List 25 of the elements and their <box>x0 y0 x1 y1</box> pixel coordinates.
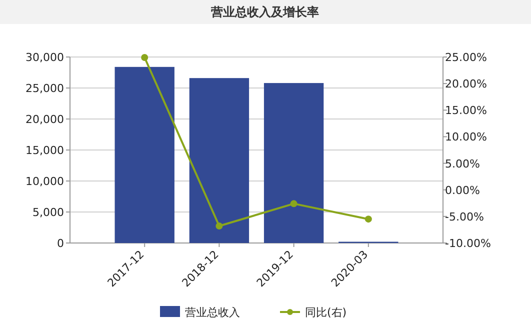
y-tick-label: 15,000 <box>26 144 64 157</box>
y2-tick-label: 10.00% <box>445 130 487 144</box>
point <box>141 54 148 62</box>
y-tick-label: 10,000 <box>26 175 64 188</box>
point <box>290 200 298 208</box>
point <box>216 222 223 230</box>
bar <box>264 83 324 243</box>
y-tick-label: 30,000 <box>26 51 64 64</box>
y2-tick-label: -5.00% <box>445 210 484 224</box>
y-tick-label: 0 <box>57 237 64 250</box>
y2-tick-label: 0.00% <box>445 184 480 197</box>
y-tick-label: 25,000 <box>26 82 64 95</box>
legend-label: 营业总收入 <box>185 306 240 319</box>
bar <box>189 78 250 243</box>
y-tick-label: 5,000 <box>32 206 64 219</box>
chart-title: 营业总收入及增长率 <box>210 5 319 19</box>
legend-label: 同比(右) <box>305 306 347 319</box>
y-tick-label: 20,000 <box>26 113 64 126</box>
y2-tick-label: 5.00% <box>445 157 480 170</box>
bar <box>114 66 174 243</box>
y2-tick-label: 15.00% <box>445 104 487 118</box>
point <box>364 216 372 223</box>
y2-tick-label: -10.00% <box>445 237 491 250</box>
y2-tick-label: 20.00% <box>445 78 487 91</box>
y2-tick-label: 25.00% <box>445 51 487 64</box>
